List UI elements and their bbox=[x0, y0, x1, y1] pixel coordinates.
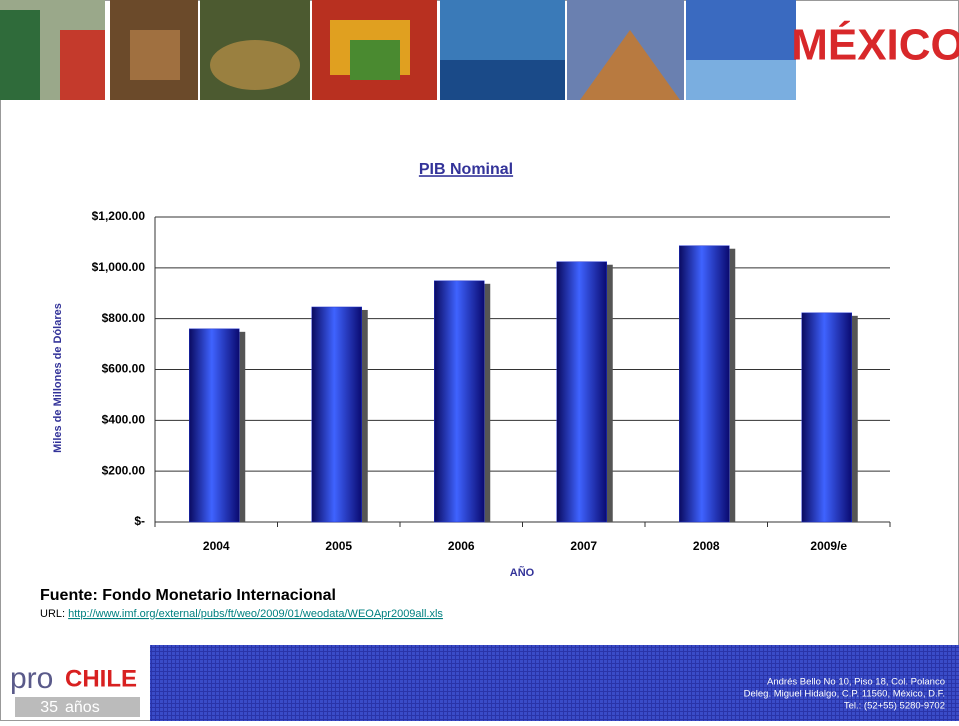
x-tick-label: 2004 bbox=[203, 539, 230, 553]
bar bbox=[434, 281, 484, 522]
x-tick-label: 2005 bbox=[325, 539, 352, 553]
y-tick-label: $200.00 bbox=[102, 463, 146, 477]
x-tick-label: 2007 bbox=[570, 539, 597, 553]
header-banner bbox=[0, 0, 796, 100]
brand-chile: CHILE bbox=[65, 665, 137, 692]
years-label: años bbox=[65, 699, 100, 716]
y-tick-label: $1,200.00 bbox=[92, 209, 146, 223]
brand-pro: pro bbox=[10, 662, 53, 695]
bar bbox=[679, 246, 729, 522]
bar bbox=[557, 262, 607, 522]
x-tick-label: 2009/e bbox=[810, 539, 847, 553]
y-axis-label: Miles de Millones de Dólares bbox=[52, 303, 64, 453]
slide: MÉXICO PIB Nominal Miles de Millones de … bbox=[0, 0, 959, 721]
y-tick-label: $600.00 bbox=[102, 362, 146, 376]
url-label: URL: bbox=[40, 608, 68, 620]
bar bbox=[312, 307, 362, 522]
address: Deleg. Miguel Hidalgo, C.P. 11560, Méxic… bbox=[744, 689, 945, 700]
years: 35 bbox=[40, 699, 58, 716]
x-tick-label: 2006 bbox=[448, 539, 475, 553]
chart-title: PIB Nominal bbox=[419, 161, 513, 178]
y-tick-label: $- bbox=[134, 514, 145, 528]
y-tick-label: $400.00 bbox=[102, 413, 146, 427]
source: Fuente: Fondo Monetario Internacional bbox=[40, 587, 336, 604]
bar bbox=[802, 313, 852, 522]
logo: MÉXICO bbox=[791, 20, 959, 70]
x-axis-label: AÑO bbox=[510, 566, 535, 579]
source-url-line: URL: http://www.imf.org/external/pubs/ft… bbox=[40, 608, 443, 620]
y-tick-label: $1,000.00 bbox=[92, 260, 146, 274]
x-tick-label: 2008 bbox=[693, 539, 720, 553]
address: Tel.: (52+55) 5280-9702 bbox=[844, 701, 945, 712]
source-url[interactable]: http://www.imf.org/external/pubs/ft/weo/… bbox=[68, 608, 443, 620]
address: Andrés Bello No 10, Piso 18, Col. Polanc… bbox=[767, 677, 945, 688]
bar bbox=[189, 329, 239, 522]
y-tick-label: $800.00 bbox=[102, 311, 146, 325]
